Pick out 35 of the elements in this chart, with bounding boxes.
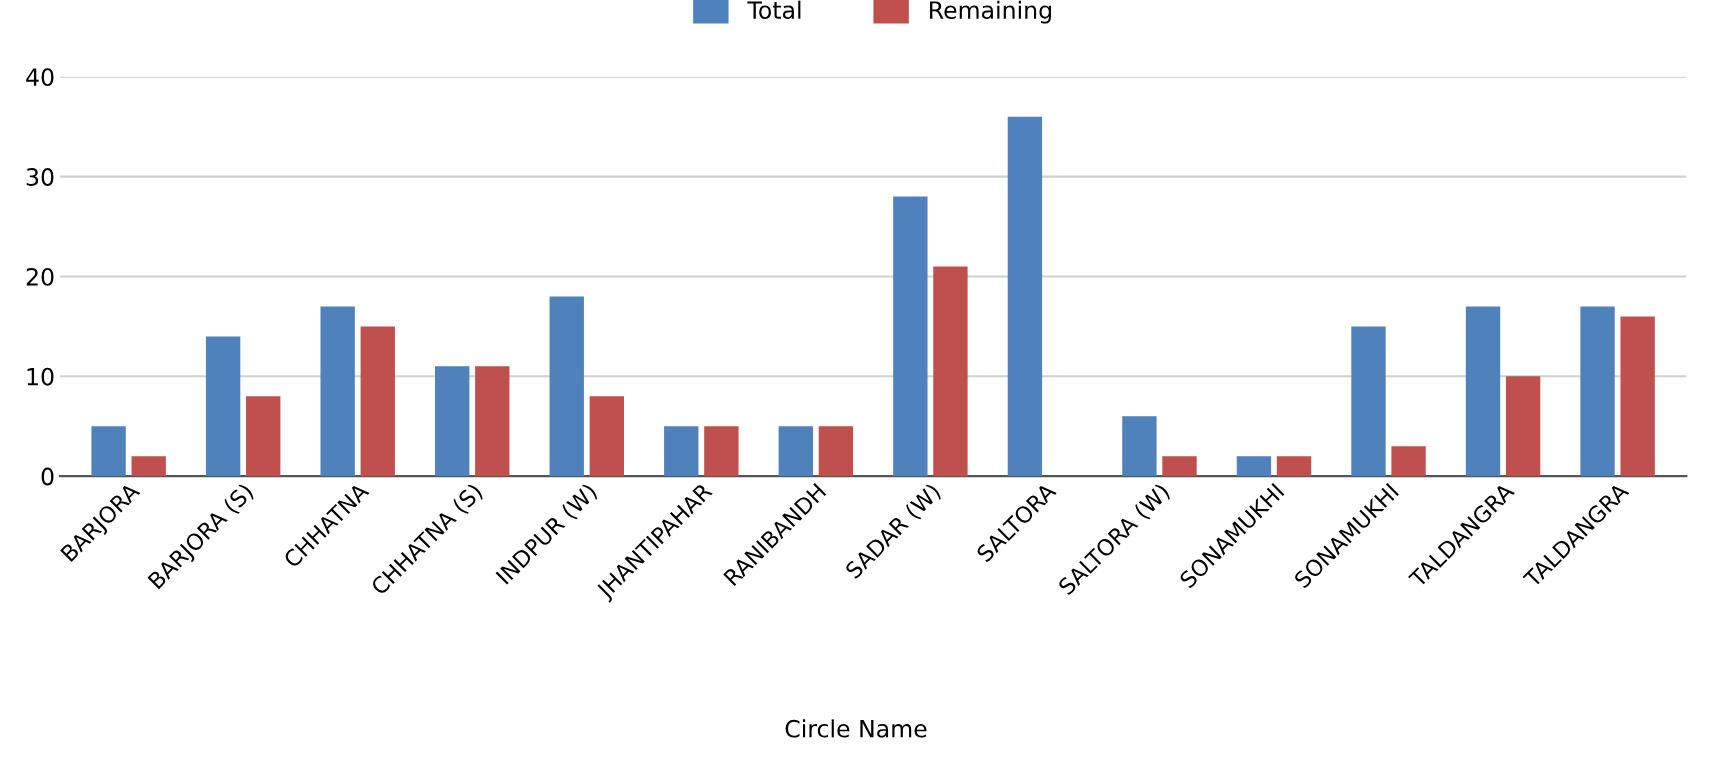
x-axis-title: Circle Name bbox=[785, 719, 927, 738]
legend-label: Remaining bbox=[930, 0, 1051, 24]
bar bbox=[131, 456, 166, 477]
bar bbox=[1122, 416, 1157, 477]
bar bbox=[704, 426, 739, 477]
bar bbox=[435, 366, 470, 477]
bar bbox=[549, 296, 584, 477]
y-tick-label: 30 bbox=[26, 168, 54, 186]
bar bbox=[320, 306, 355, 477]
bar bbox=[1391, 446, 1426, 477]
bar bbox=[475, 366, 510, 477]
bar bbox=[1276, 456, 1312, 477]
bar bbox=[1236, 456, 1272, 477]
bar bbox=[1465, 306, 1501, 477]
y-tick-label: 40 bbox=[26, 68, 54, 87]
bar bbox=[778, 426, 813, 477]
bar bbox=[1580, 306, 1615, 477]
bar bbox=[1162, 456, 1197, 477]
y-tick-label: 0 bbox=[41, 467, 54, 486]
bar bbox=[205, 336, 241, 477]
bar bbox=[818, 426, 854, 477]
bar bbox=[246, 396, 281, 477]
bar bbox=[664, 426, 699, 477]
bar bbox=[1620, 316, 1655, 477]
bar bbox=[91, 426, 126, 477]
bar bbox=[1007, 116, 1043, 477]
legend-label: Total bbox=[747, 0, 801, 19]
y-tick-label: 10 bbox=[27, 367, 54, 386]
bar bbox=[933, 266, 968, 477]
bar bbox=[1351, 326, 1386, 477]
bar bbox=[360, 326, 395, 477]
y-tick-label: 20 bbox=[26, 267, 54, 286]
bar bbox=[893, 196, 928, 477]
bar bbox=[589, 396, 625, 477]
bar bbox=[1505, 376, 1541, 477]
